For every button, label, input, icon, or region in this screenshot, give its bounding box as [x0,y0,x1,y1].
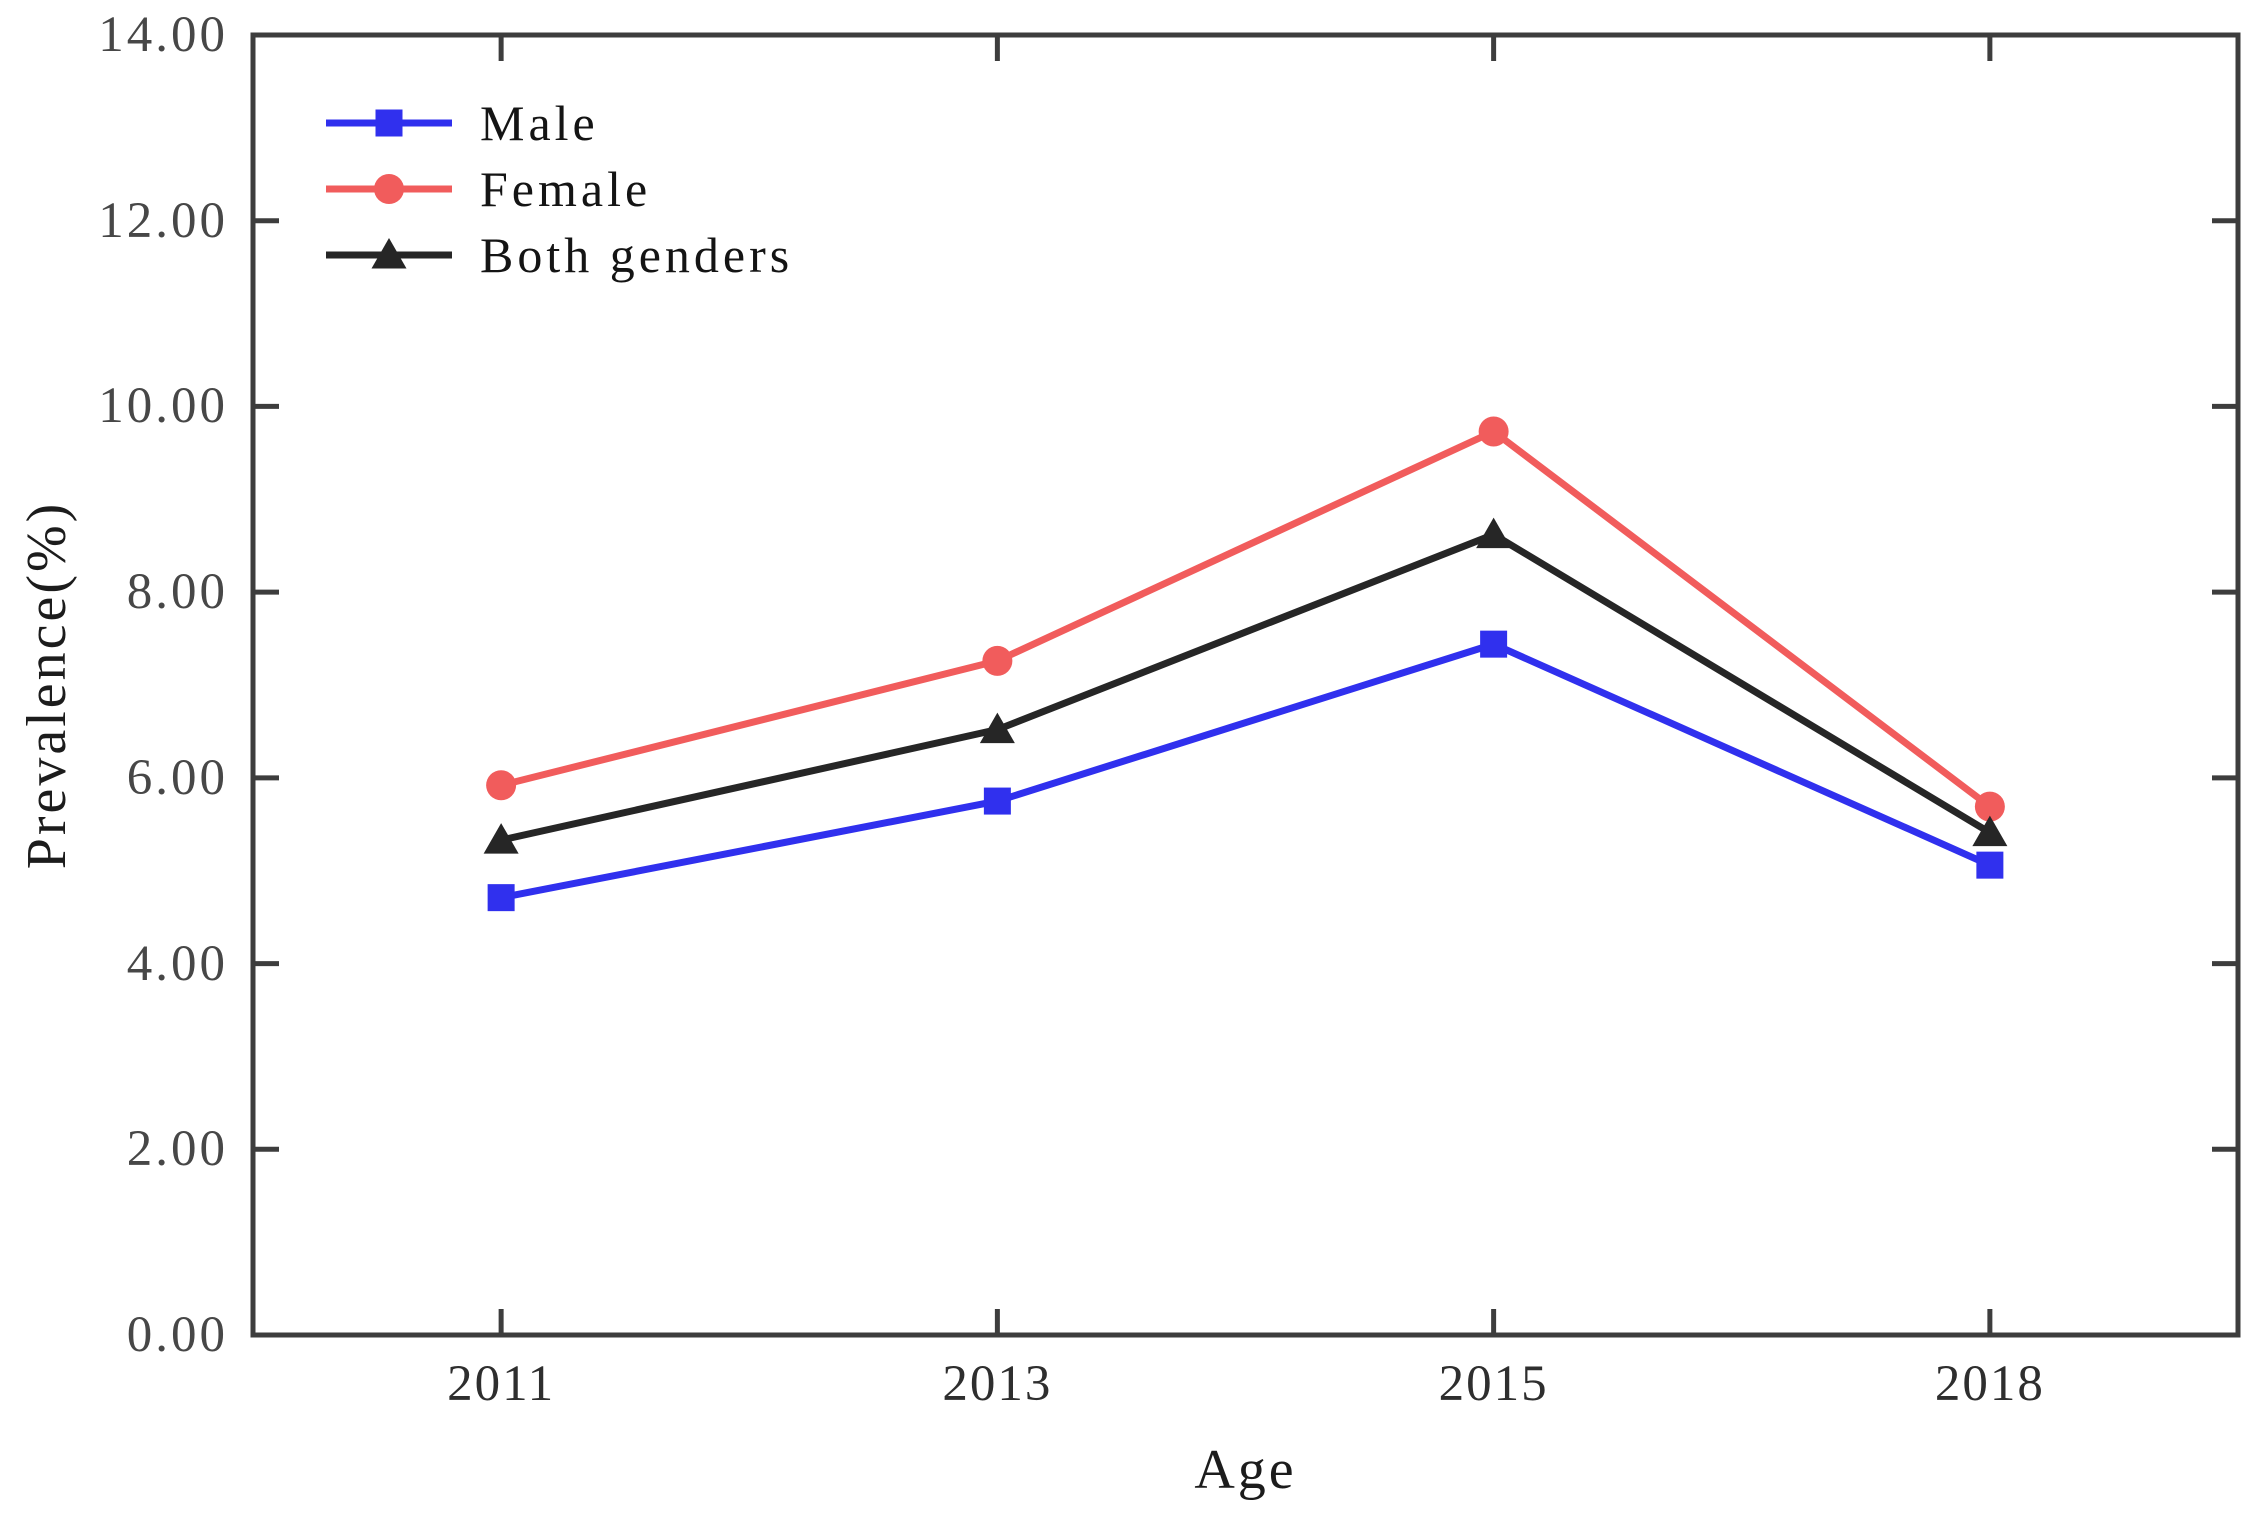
x-tick-label: 2015 [1438,1356,1549,1412]
series-line-male [500,640,1992,902]
legend-item-both-genders: Both genders [326,222,793,288]
series-line-female [500,427,1992,810]
legend-label: Female [480,161,652,217]
marker-circle [486,770,517,801]
marker-circle [982,645,1013,676]
marker-circle [1478,416,1509,447]
marker-circle [1974,791,2005,822]
legend-item-female: Female [326,156,793,222]
legend-sample-triangle [326,238,452,269]
marker-square [983,787,1011,815]
marker-circle [374,174,404,204]
marker-triangle [371,238,407,269]
y-tick-label: 0.00 [126,1307,228,1363]
y-tick-label: 2.00 [126,1121,228,1178]
y-tick-label: 10.00 [98,378,228,435]
y-tick-label: 8.00 [126,564,228,621]
marker-triangle [1972,815,2008,847]
marker-triangle [979,712,1015,744]
y-tick-label: 4.00 [126,935,228,992]
y-tick-label: 14.00 [98,7,228,63]
x-tick-label: 2018 [1934,1356,2045,1412]
marker-triangle [1476,517,1512,549]
y-tick-label: 12.00 [98,192,228,249]
legend-sample-square [326,109,452,137]
y-tick-label: 6.00 [126,749,228,806]
x-tick-label: 2013 [942,1356,1053,1412]
legend-label: Male [480,95,599,151]
legend: Male Female Both genders [326,90,793,288]
x-tick-label: 2011 [447,1356,556,1412]
marker-square [1976,851,2004,879]
series-line-both-genders [500,530,1992,844]
marker-square [375,109,403,137]
x-axis-label: Age [1194,1439,1297,1501]
plot-border [250,32,2241,1338]
marker-triangle [483,823,519,854]
legend-item-male: Male [326,90,793,156]
legend-sample-circle [326,174,452,204]
legend-label: Both genders [480,227,794,283]
marker-square [487,884,515,912]
y-axis-label: Prevalence(%) [16,500,78,870]
marker-square [1480,630,1508,658]
